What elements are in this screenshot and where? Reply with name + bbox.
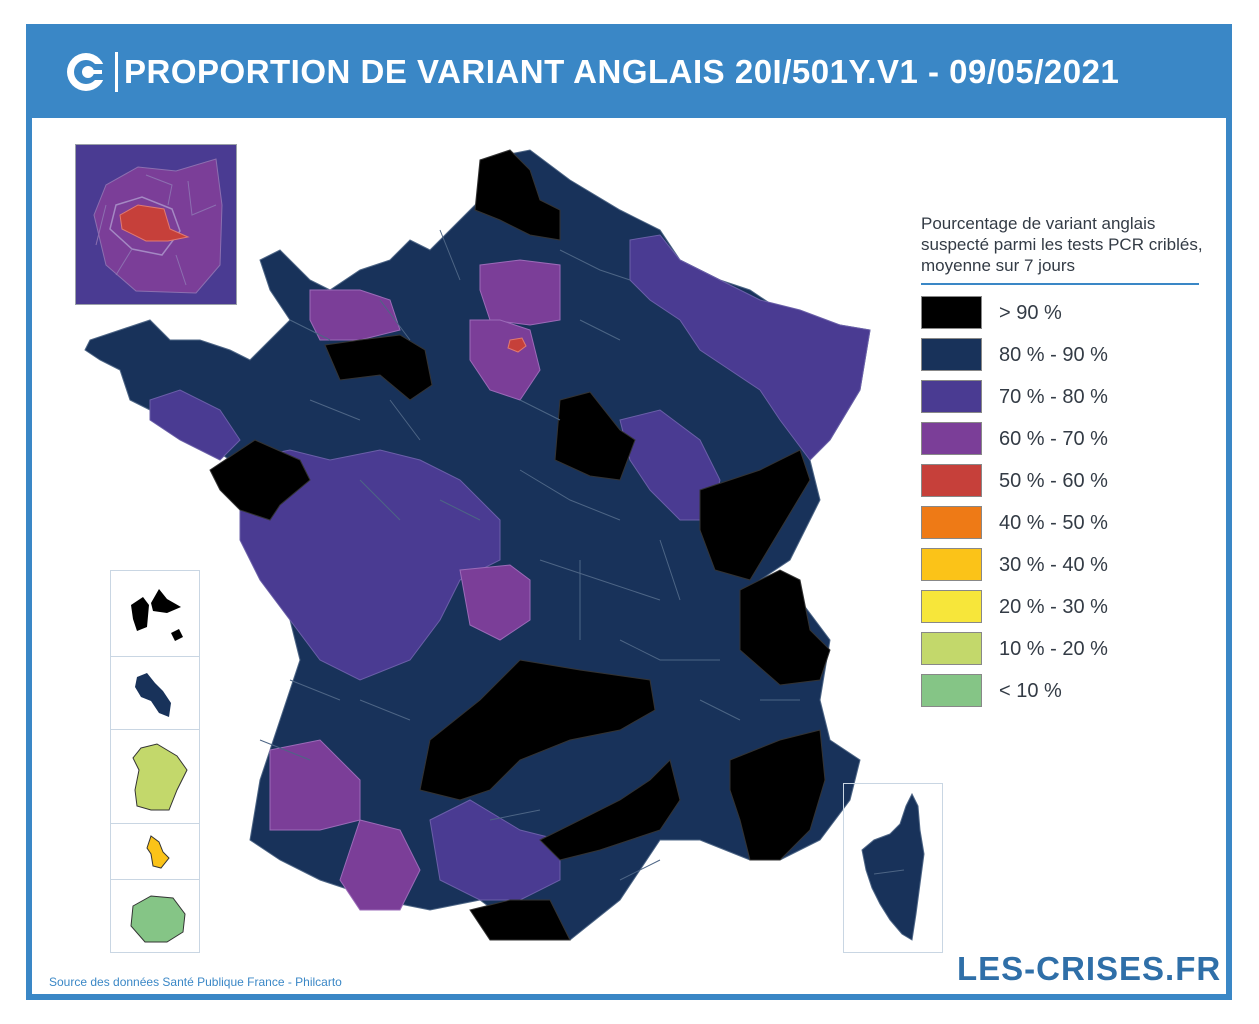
legend-divider [921, 283, 1199, 285]
legend-swatch [921, 464, 982, 497]
legend-label: > 90 % [999, 302, 1062, 324]
mayotte-inset [110, 823, 200, 881]
region-paris [507, 337, 527, 353]
les-crises-c-icon [67, 53, 108, 91]
legend-label: 40 % - 50 % [999, 512, 1108, 534]
paris-inset-map [75, 144, 237, 305]
reunion-shape [130, 895, 186, 943]
legend-swatch [921, 674, 982, 707]
legend-swatch [921, 422, 982, 455]
region-jura-doubs [699, 449, 811, 581]
legend-label: 80 % - 90 % [999, 344, 1108, 366]
region-alpes-sud [729, 729, 826, 861]
mayotte-shape [146, 835, 170, 869]
legend-swatch [921, 590, 982, 623]
reunion-inset [110, 879, 200, 953]
region-calvados [324, 334, 433, 401]
region-massif-central-band [419, 659, 656, 801]
region-creuse [459, 564, 531, 641]
region-north-east-purple [629, 234, 871, 461]
legend-swatch [921, 506, 982, 539]
legend-swatch [921, 632, 982, 665]
region-somme [479, 259, 561, 326]
region-west-centre-purple [239, 449, 501, 681]
region-brittany-south [149, 389, 241, 461]
guadeloupe-shape [131, 589, 183, 641]
legend-label: 70 % - 80 % [999, 386, 1108, 408]
legend-swatch [921, 380, 982, 413]
page-title: PROPORTION DE VARIANT ANGLAIS 20I/501Y.V… [124, 53, 1120, 90]
legend-label: 60 % - 70 % [999, 428, 1108, 450]
martinique-inset [110, 656, 200, 731]
region-loire-atlantique [209, 439, 311, 521]
legend-swatch [921, 548, 982, 581]
region-south-west-purple [429, 799, 561, 901]
guyane-inset [110, 729, 200, 825]
legend-label: 30 % - 40 % [999, 554, 1108, 576]
guadeloupe-inset [110, 570, 200, 658]
region-pyrenees-or [469, 899, 571, 941]
guyane-shape [132, 743, 188, 811]
region-savoie [739, 569, 831, 686]
region-lozere-gard [539, 759, 681, 861]
legend-label: < 10 % [999, 680, 1062, 702]
header-separator [115, 52, 118, 92]
legend-label: 50 % - 60 % [999, 470, 1108, 492]
legend-title: Pourcentage de variant anglais suspecté … [921, 214, 1203, 275]
region-nord [474, 149, 561, 241]
header-bar [26, 24, 1232, 118]
region-yonne [554, 391, 636, 481]
region-manche [309, 289, 401, 341]
corsica-inset [843, 783, 943, 953]
corsica-shape [861, 792, 925, 941]
martinique-shape [135, 673, 171, 717]
legend-label: 10 % - 20 % [999, 638, 1108, 660]
region-gers [339, 819, 421, 911]
france-map [84, 149, 871, 941]
source-note: Source des données Santé Publique France… [49, 975, 342, 989]
legend-swatch [921, 296, 982, 329]
legend-swatch [921, 338, 982, 371]
brand-logo-text[interactable]: LES-CRISES.FR [957, 950, 1222, 987]
legend-label: 20 % - 30 % [999, 596, 1108, 618]
